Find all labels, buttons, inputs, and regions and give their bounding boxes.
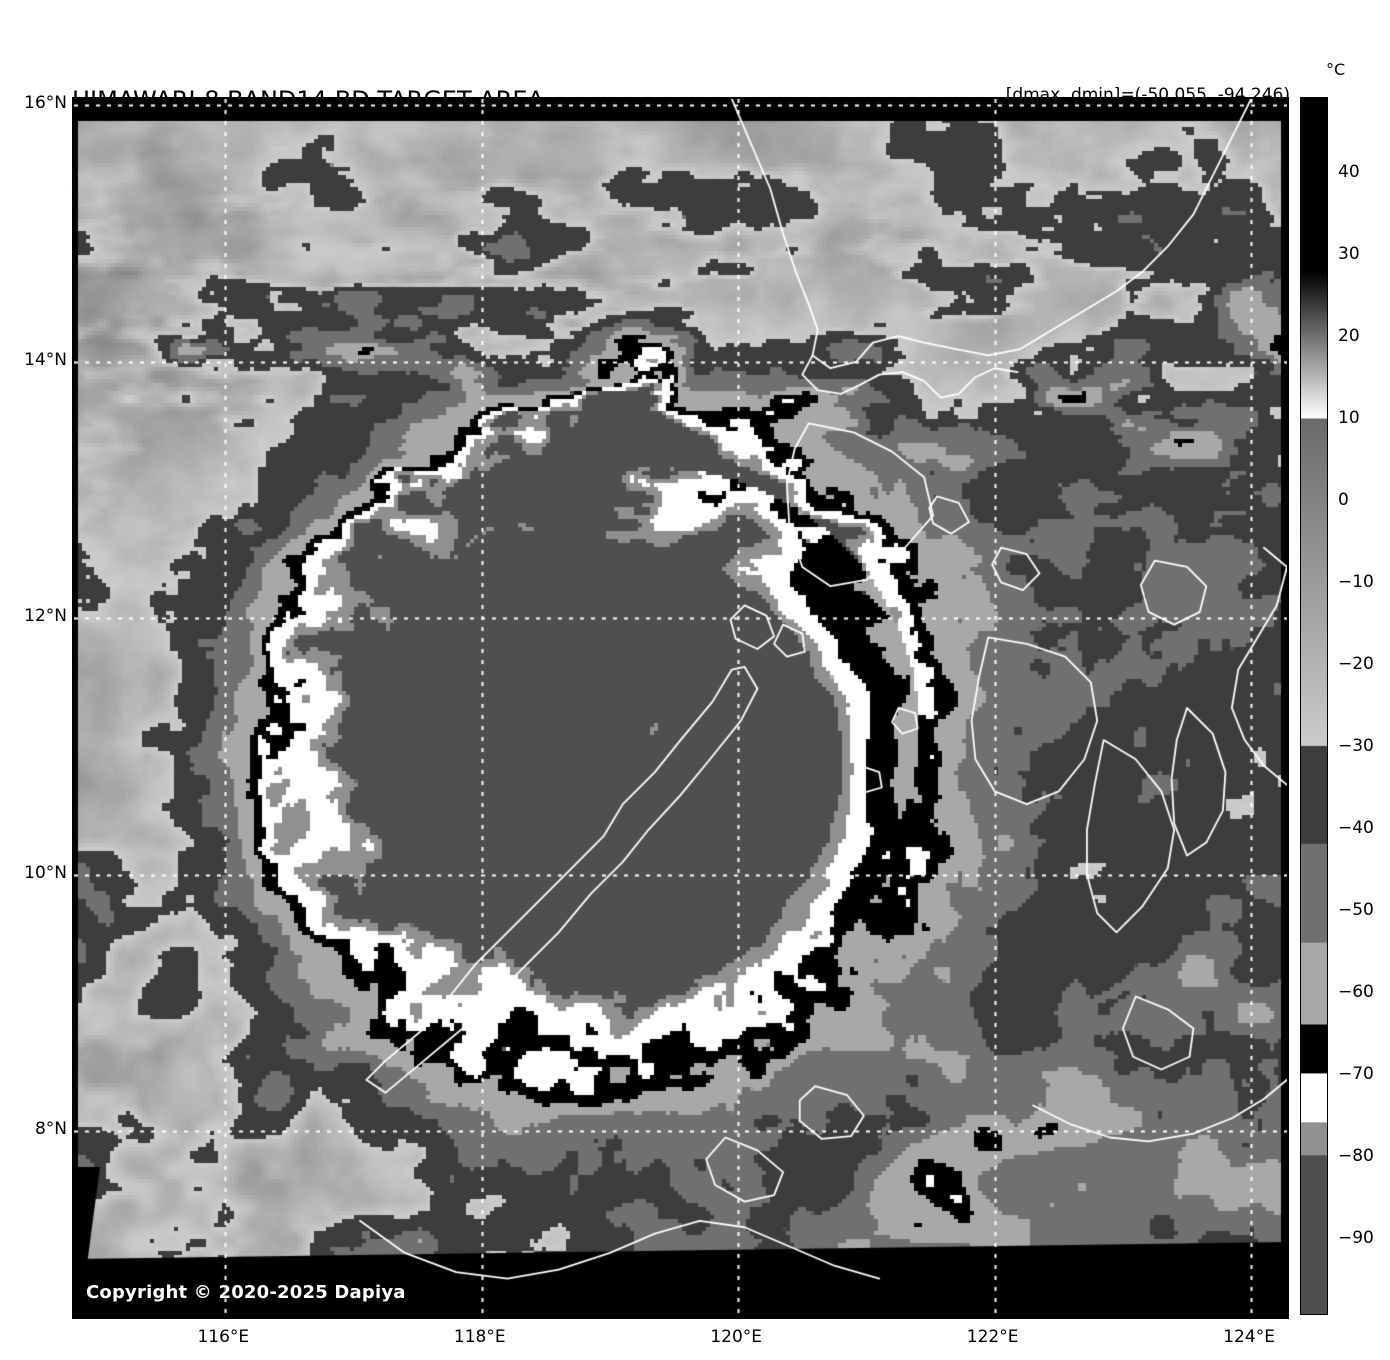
lat-tick-label: 14°N bbox=[24, 349, 67, 370]
satellite-plot: Copyright © 2020-2025 Dapiya bbox=[72, 97, 1289, 1319]
temperature-colorbar bbox=[1300, 97, 1328, 1315]
lat-tick-label: 12°N bbox=[24, 606, 67, 627]
colorbar-tick-label: 30 bbox=[1338, 243, 1360, 264]
lat-tick-label: 8°N bbox=[34, 1119, 67, 1140]
lon-tick-label: 118°E bbox=[453, 1327, 506, 1347]
lon-tick-label: 116°E bbox=[197, 1327, 250, 1347]
colorbar-unit-label: °C bbox=[1326, 60, 1346, 79]
lon-tick-label: 124°E bbox=[1223, 1327, 1275, 1347]
colorbar-tick-label: −20 bbox=[1338, 653, 1374, 674]
lat-tick-label: 16°N bbox=[24, 93, 67, 114]
colorbar-tick-label: 10 bbox=[1338, 407, 1360, 428]
colorbar-tick-label: 40 bbox=[1338, 161, 1360, 182]
colorbar-gradient bbox=[1301, 98, 1327, 1314]
satellite-imagery-canvas bbox=[74, 99, 1287, 1317]
lon-tick-label: 122°E bbox=[966, 1327, 1019, 1347]
colorbar-tick-label: −60 bbox=[1338, 981, 1374, 1002]
colorbar-tick-label: −80 bbox=[1338, 1145, 1374, 1166]
colorbar-tick-label: 0 bbox=[1338, 489, 1349, 510]
copyright-notice: Copyright © 2020-2025 Dapiya bbox=[86, 1282, 406, 1303]
colorbar-tick-label: −70 bbox=[1338, 1063, 1374, 1084]
colorbar-tick-label: −30 bbox=[1338, 735, 1374, 756]
lat-tick-label: 10°N bbox=[24, 862, 67, 883]
lon-tick-label: 120°E bbox=[710, 1327, 763, 1347]
colorbar-tick-label: −90 bbox=[1338, 1227, 1374, 1248]
colorbar-tick-label: −50 bbox=[1338, 899, 1374, 920]
colorbar-tick-label: −40 bbox=[1338, 817, 1374, 838]
colorbar-tick-label: 20 bbox=[1338, 325, 1360, 346]
colorbar-tick-label: −10 bbox=[1338, 571, 1374, 592]
